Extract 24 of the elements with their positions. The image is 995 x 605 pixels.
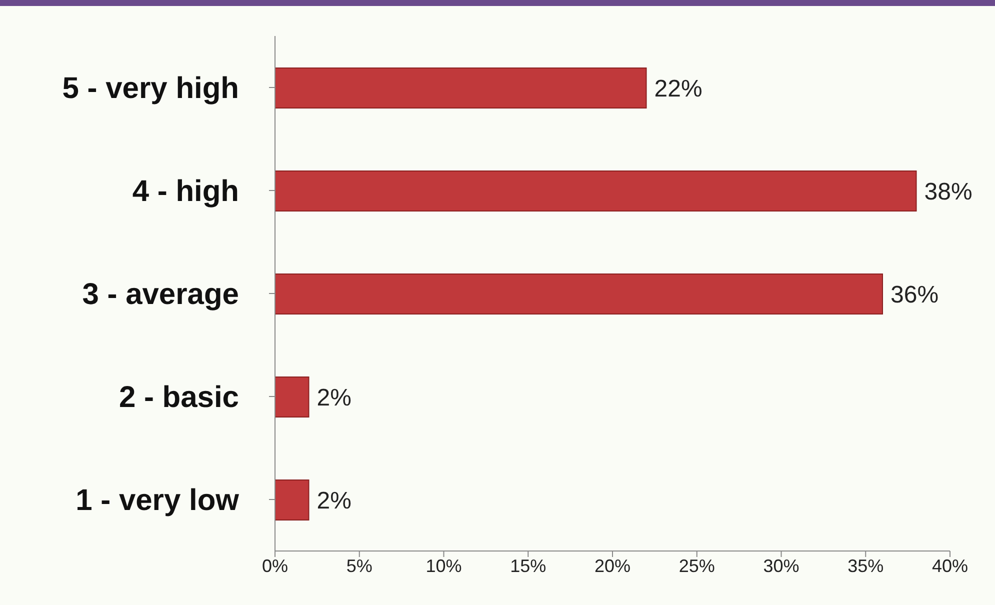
x-tick-label: 25% — [678, 556, 715, 576]
x-tick-label: 20% — [594, 556, 631, 576]
x-tick-label: 35% — [848, 556, 884, 576]
data-label: 2% — [316, 384, 352, 412]
data-label: 2% — [316, 487, 352, 514]
y-tick-label: 3 - average — [82, 278, 239, 312]
bar — [275, 274, 883, 314]
x-tick-label: 40% — [932, 556, 968, 576]
bar — [275, 480, 310, 520]
bar — [275, 376, 310, 418]
y-tick-label: 4 - high — [132, 175, 239, 208]
data-label: 22% — [654, 75, 702, 102]
x-tick-label: 15% — [510, 556, 546, 576]
y-tick-label: 1 - very low — [76, 484, 240, 518]
x-tick-label: 10% — [426, 556, 462, 576]
data-label: 38% — [924, 178, 972, 206]
y-tick-label: 5 - very high — [62, 72, 239, 106]
bar — [275, 68, 647, 108]
data-label: 36% — [890, 281, 939, 308]
x-tick-label: 5% — [346, 556, 372, 576]
x-tick-label: 30% — [763, 556, 800, 576]
x-tick-label: 0% — [262, 556, 288, 576]
y-tick-label: 2 - basic — [118, 381, 239, 414]
bar — [275, 170, 917, 212]
